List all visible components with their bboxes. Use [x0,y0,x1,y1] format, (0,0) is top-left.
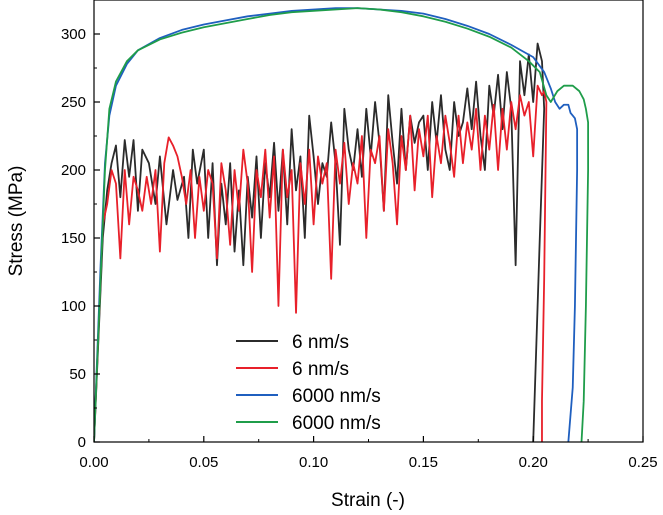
y-tick-label: 150 [61,230,86,247]
x-tick-label: 0.10 [299,454,328,471]
y-tick-label: 50 [69,366,86,383]
legend-label-1: 6 nm/s [292,332,349,353]
x-tick-label: 0.25 [628,454,657,471]
legend-label-2: 6 nm/s [292,359,349,380]
series-line-1 [94,42,546,442]
y-tick-label: 250 [61,94,86,111]
y-tick-label: 200 [61,162,86,179]
x-axis-title: Strain (-) [331,490,405,511]
ticks-layer: 0.00 0.05 0.10 0.15 0.20 0.25 0 50 100 150 200 250 3… [61,26,658,471]
series-layer [94,7,589,442]
legend: 6 nm/s 6 nm/s 6000 nm/s 6000 nm/s [236,332,381,434]
y-tick-label: 0 [78,434,86,451]
y-tick-label: 300 [61,26,86,43]
series-line-4 [94,7,589,442]
x-tick-label: 0.20 [519,454,548,471]
x-tick-label: 0.00 [79,454,108,471]
series-line-2 [94,84,548,442]
plot-frame [93,0,644,443]
y-tick-label: 100 [61,298,86,315]
legend-label-3: 6000 nm/s [292,386,381,407]
x-tick-label: 0.05 [189,454,218,471]
x-tick-label: 0.15 [409,454,438,471]
legend-label-4: 6000 nm/s [292,413,381,434]
y-axis-title: Stress (MPa) [6,166,27,277]
